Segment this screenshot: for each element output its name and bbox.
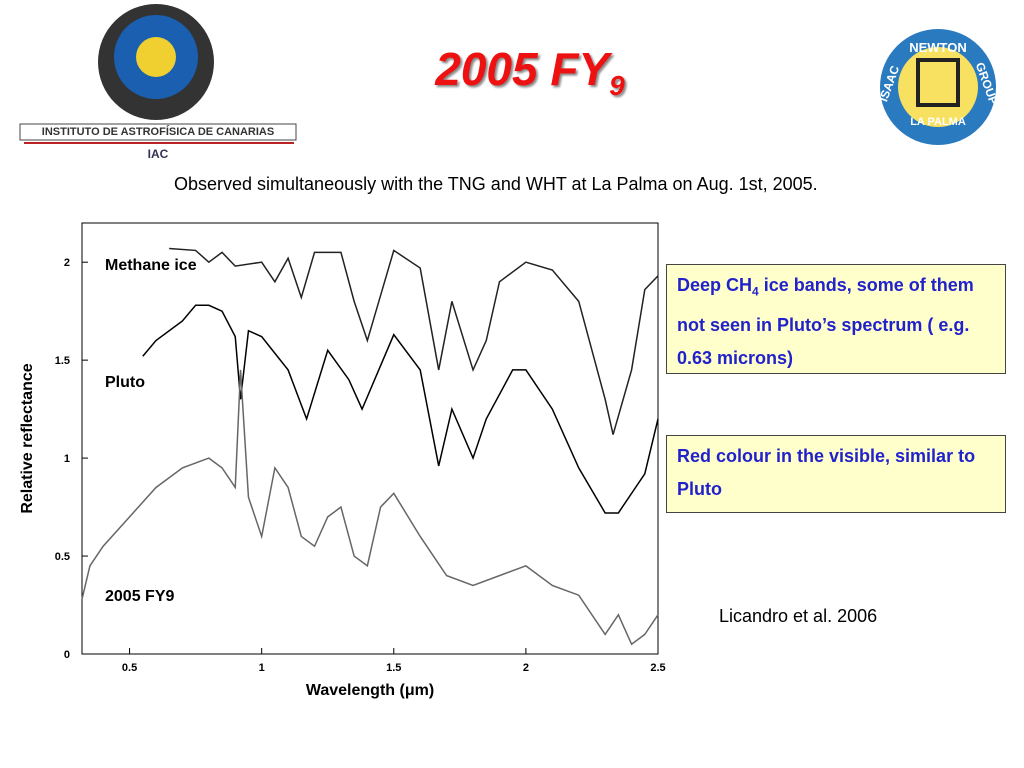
note-text: ice bands, some of them not seen in Plut… [677,275,974,368]
y-tick-label: 0 [64,649,70,661]
x-tick-label: 2.5 [650,662,665,674]
series-label: 2005 FY9 [105,588,174,605]
iac-logo-center [136,37,176,77]
ing-logo-telescope [916,58,960,107]
x-tick-label: 2 [523,662,529,674]
spectrum-line [142,304,659,514]
subtitle: Observed simultaneously with the TNG and… [174,174,818,194]
note-box: Red colour in the visible, similar to Pl… [666,435,1006,513]
x-axis-label: Wavelength (μm) [306,682,434,699]
iac-logo-bar [19,123,297,141]
note-text: Deep CH [677,275,753,295]
slide-title: 2005 FY9 [380,42,680,102]
note-text: Red colour in the visible, similar to Pl… [677,446,976,499]
spectrum-line [81,369,659,646]
y-tick-label: 1.5 [55,355,70,367]
x-tick-label: 1 [259,662,265,674]
series-label: Pluto [105,374,145,391]
y-tick-label: 0.5 [55,551,70,563]
title-text: 2005 FY [435,43,610,95]
iac-logo-short: IAC [148,147,169,161]
iac-logo-name: INSTITUTO DE ASTROFÍSICA DE CANARIAS [42,125,274,138]
note-box: Deep CH4 ice bands, some of them not see… [666,264,1006,374]
citation: Licandro et al. 2006 [719,606,878,626]
x-tick-label: 1.5 [386,662,401,674]
ing-logo-bottom: LA PALMA [910,116,966,128]
spectrum-line [169,247,659,435]
ing-logo-top: NEWTON [909,40,967,55]
series-label: Methane ice [105,257,197,274]
x-tick-label: 0.5 [122,662,137,674]
title-subscript: 9 [609,70,625,102]
y-tick-label: 2 [64,257,70,269]
y-tick-label: 1 [64,453,70,465]
y-axis-label: Relative reflectance [19,363,36,513]
note-subscript: 4 [752,284,759,299]
plot-frame [81,222,659,655]
